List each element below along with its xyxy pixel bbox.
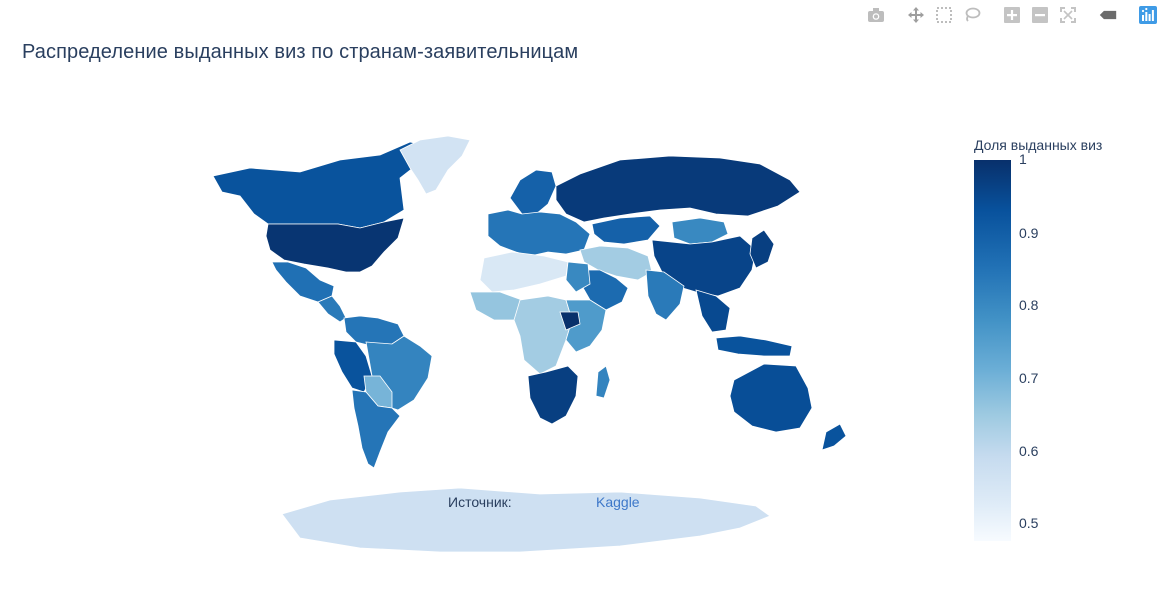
modebar — [865, 4, 1159, 26]
country-region-greenland[interactable] — [399, 135, 471, 195]
country-region-canada[interactable] — [212, 141, 429, 229]
colorbar-tick: 0.8 — [1019, 297, 1039, 313]
country-region-russia[interactable] — [555, 155, 801, 223]
country-region-antarctica[interactable] — [281, 487, 771, 553]
country-region-mongolia[interactable] — [671, 217, 729, 245]
chart-title: Распределение выданных виз по странам-за… — [22, 41, 579, 63]
hover-compare-icon[interactable] — [1097, 4, 1119, 26]
country-region-usa[interactable] — [265, 217, 405, 273]
colorbar — [974, 160, 1011, 541]
country-region-southeast-asia[interactable] — [695, 289, 731, 333]
map-regions — [212, 135, 847, 553]
colorbar-tick: 0.6 — [1019, 443, 1039, 459]
pan-icon[interactable] — [905, 4, 927, 26]
country-region-india[interactable] — [645, 269, 685, 321]
country-region-south-sudan[interactable] — [559, 311, 581, 331]
country-region-kazakhstan[interactable] — [591, 215, 661, 245]
lasso-select-icon[interactable] — [961, 4, 983, 26]
country-region-central-america[interactable] — [317, 295, 347, 323]
country-region-middle-east[interactable] — [579, 245, 653, 281]
plotly-logo-icon[interactable] — [1137, 4, 1159, 26]
country-region-central-africa[interactable] — [513, 295, 573, 375]
zoom-out-icon[interactable] — [1029, 4, 1051, 26]
source-link[interactable]: Kaggle — [596, 494, 640, 510]
zoom-in-icon[interactable] — [1001, 4, 1023, 26]
camera-icon[interactable] — [865, 4, 887, 26]
country-region-indonesia[interactable] — [715, 335, 793, 357]
colorbar-tick: 0.5 — [1019, 515, 1039, 531]
source-label: Источник: — [448, 494, 512, 510]
country-region-southern-africa[interactable] — [527, 365, 579, 425]
reset-view-icon[interactable] — [1057, 4, 1079, 26]
colorbar-title: Доля выданных виз — [974, 137, 1103, 153]
country-region-argentina-chile[interactable] — [351, 389, 401, 469]
colorbar-tick: 0.9 — [1019, 225, 1039, 241]
country-region-madagascar[interactable] — [595, 365, 611, 399]
country-region-japan-korea[interactable] — [749, 229, 775, 269]
country-region-new-zealand[interactable] — [821, 423, 847, 451]
colorbar-tick: 1 — [1019, 151, 1027, 167]
country-region-mexico[interactable] — [271, 261, 335, 303]
country-region-scandinavia[interactable] — [509, 169, 557, 215]
box-select-icon[interactable] — [933, 4, 955, 26]
country-region-egypt[interactable] — [565, 261, 591, 293]
colorbar-tick: 0.7 — [1019, 370, 1039, 386]
country-region-australia[interactable] — [729, 363, 813, 433]
country-region-arabian-peninsula[interactable] — [579, 269, 629, 311]
country-region-north-africa-sahara[interactable] — [479, 251, 569, 293]
